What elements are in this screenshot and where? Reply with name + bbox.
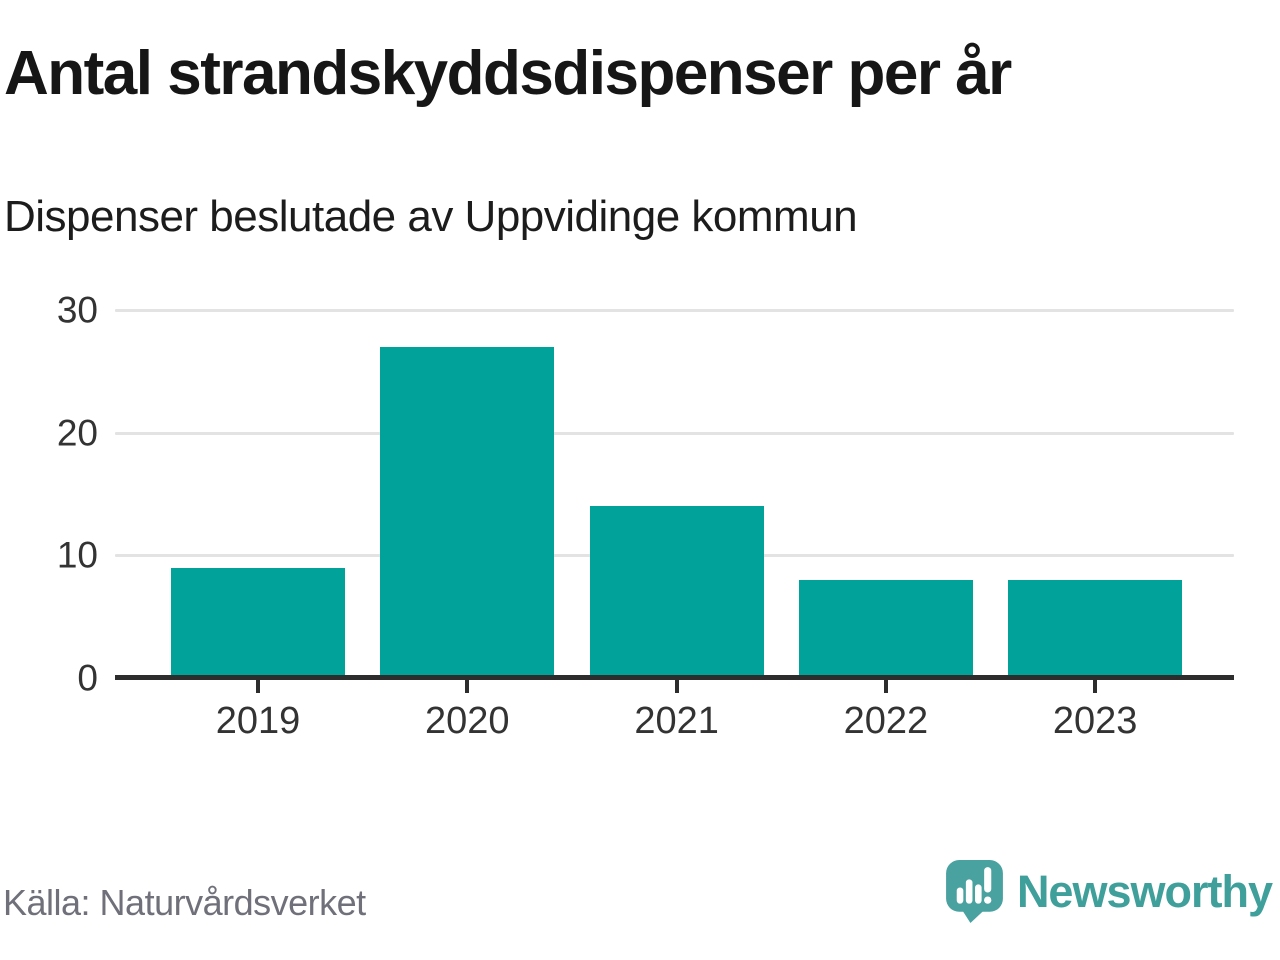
bar xyxy=(798,579,973,678)
x-axis-tick xyxy=(674,680,679,693)
bar xyxy=(1008,579,1183,678)
x-axis-tick xyxy=(465,680,470,693)
gridline xyxy=(115,431,1234,435)
y-axis-tick-label: 20 xyxy=(56,412,98,454)
brand-name: Newsworthy xyxy=(1016,865,1273,917)
x-axis-tick-label: 2019 xyxy=(215,700,301,742)
x-axis-tick xyxy=(1093,680,1098,693)
source-note: Källa: Naturvårdsverket xyxy=(3,882,366,923)
x-axis-line xyxy=(115,675,1234,680)
y-axis-tick-label: 0 xyxy=(77,657,98,699)
newsworthy-brand: Newsworthy xyxy=(943,858,1273,925)
x-axis-tick-label: 2023 xyxy=(1052,700,1138,742)
x-axis-tick-label: 2020 xyxy=(425,700,510,742)
bar xyxy=(380,346,555,678)
x-axis-tick-label: 2021 xyxy=(634,700,719,742)
bar xyxy=(171,567,345,678)
x-axis-tick-label: 2022 xyxy=(843,700,929,742)
page-subtitle: Dispenser beslutade av Uppvidinge kommun xyxy=(4,192,858,241)
gridline xyxy=(115,309,1234,312)
y-axis-tick-label: 30 xyxy=(56,289,98,331)
newsworthy-logo-icon xyxy=(943,858,1006,925)
y-axis-tick-label: 10 xyxy=(56,534,98,576)
x-axis-tick xyxy=(883,680,888,693)
bar xyxy=(589,506,764,678)
x-axis-tick xyxy=(256,680,260,693)
page-title: Antal strandskyddsdispenser per år xyxy=(4,39,1012,108)
